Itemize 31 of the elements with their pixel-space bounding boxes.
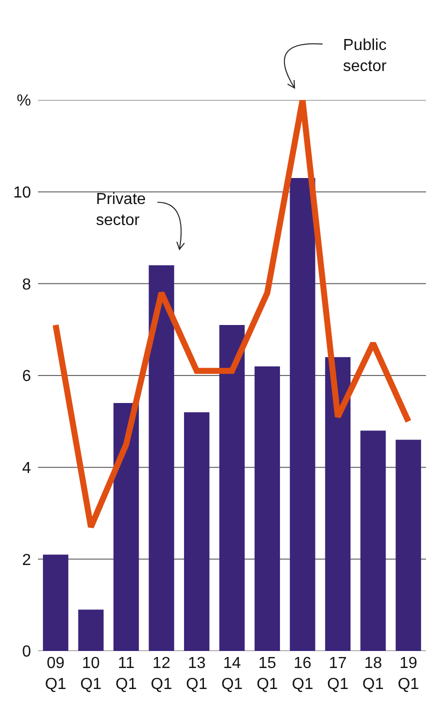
- x-tick-label: 14 Q1: [221, 655, 243, 693]
- bar: [113, 403, 139, 651]
- x-tick-label: 10 Q1: [80, 655, 102, 693]
- bar: [42, 554, 68, 651]
- y-tick-label: 0: [22, 644, 32, 661]
- bar: [219, 324, 245, 651]
- bar: [360, 430, 386, 651]
- y-tick-label: 10: [13, 184, 32, 202]
- bar: [325, 357, 351, 651]
- x-tick-label: 13 Q1: [186, 655, 208, 693]
- x-tick-label: 11 Q1: [116, 655, 137, 693]
- x-tick-label: 17 Q1: [327, 655, 349, 693]
- bar: [148, 265, 174, 651]
- bar: [290, 178, 316, 651]
- bar: [184, 412, 210, 651]
- y-tick-label: %: [16, 92, 31, 110]
- text: Public sector: [343, 37, 388, 75]
- bar: [78, 610, 104, 651]
- x-tick-label: 19 Q1: [398, 655, 420, 693]
- text: Private sector: [96, 191, 146, 229]
- x-tick-label: 12 Q1: [150, 655, 172, 693]
- bar: [396, 440, 422, 651]
- y-tick-label: 8: [22, 276, 32, 294]
- x-tick-label: 15 Q1: [256, 655, 278, 693]
- y-tick-label: 6: [22, 368, 32, 386]
- x-tick-label: 09 Q1: [44, 655, 66, 693]
- x-tick-label: 18 Q1: [362, 655, 384, 693]
- x-tick-label: 16 Q1: [292, 655, 314, 693]
- y-tick-label: 4: [22, 460, 32, 477]
- bar: [254, 366, 280, 651]
- y-tick-label: 2: [22, 552, 32, 569]
